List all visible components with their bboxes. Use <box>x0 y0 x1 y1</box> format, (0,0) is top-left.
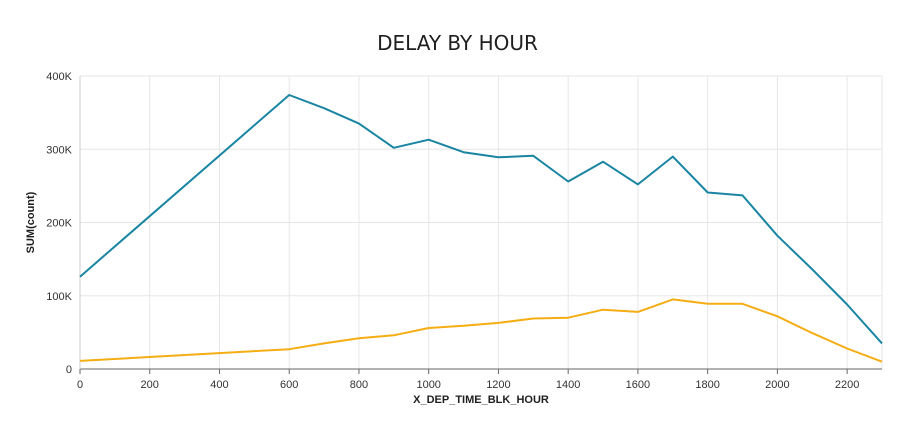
x-tick-label: 800 <box>350 379 368 391</box>
series-lines <box>79 94 883 363</box>
series-line-1 <box>79 94 883 345</box>
x-tick-label: 600 <box>280 379 298 391</box>
x-tick-label: 200 <box>141 379 159 391</box>
x-tick-label: 2200 <box>835 379 859 391</box>
axes: 0 100K 200K 300K 400K 0 200 400 600 800 1000 1200 14… <box>46 71 882 391</box>
y-axis-title: SUM(count) <box>25 191 37 253</box>
x-tick-label: 400 <box>210 379 228 391</box>
x-tick-label: 1600 <box>626 379 650 391</box>
y-tick-label: 400K <box>46 71 72 83</box>
x-tick-label: 2000 <box>765 379 789 391</box>
x-axis-title: X_DEP_TIME_BLK_HOUR <box>413 394 549 406</box>
x-tick-label: 1000 <box>416 379 440 391</box>
y-tick-label: 0 <box>66 364 72 376</box>
x-tick-label: 1800 <box>695 379 719 391</box>
gridlines <box>80 75 883 369</box>
x-tick-label: 1200 <box>486 379 510 391</box>
y-tick-label: 100K <box>46 291 72 303</box>
x-tick-label: 0 <box>77 379 83 391</box>
y-tick-label: 200K <box>46 218 72 230</box>
chart-title: DELAY BY HOUR <box>377 31 538 55</box>
series-line-2 <box>79 298 883 363</box>
y-tick-label: 300K <box>46 144 72 156</box>
x-tick-label: 1400 <box>556 379 580 391</box>
